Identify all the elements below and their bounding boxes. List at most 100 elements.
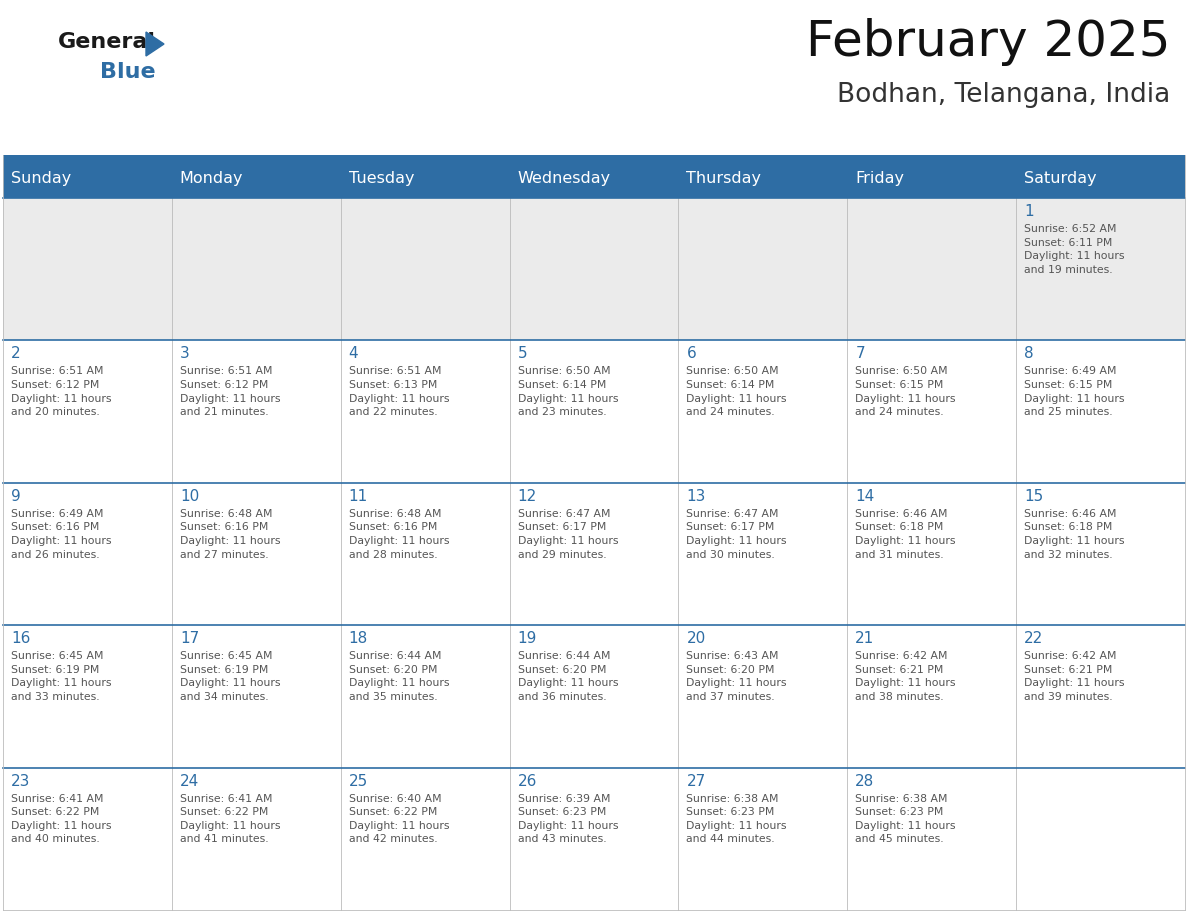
Text: Sunrise: 6:44 AM
Sunset: 6:20 PM
Daylight: 11 hours
and 36 minutes.: Sunrise: 6:44 AM Sunset: 6:20 PM Dayligh… [518, 651, 618, 702]
Bar [510, 625, 678, 767]
Bar [1016, 198, 1184, 341]
Text: 13: 13 [687, 488, 706, 504]
Bar [678, 198, 847, 341]
Text: Sunrise: 6:40 AM
Sunset: 6:22 PM
Daylight: 11 hours
and 42 minutes.: Sunrise: 6:40 AM Sunset: 6:22 PM Dayligh… [349, 793, 449, 845]
Bar [341, 341, 510, 483]
Text: 19: 19 [518, 632, 537, 646]
Text: 15: 15 [1024, 488, 1043, 504]
Text: 23: 23 [11, 774, 31, 789]
Text: 5: 5 [518, 346, 527, 362]
Text: Sunrise: 6:51 AM
Sunset: 6:12 PM
Daylight: 11 hours
and 21 minutes.: Sunrise: 6:51 AM Sunset: 6:12 PM Dayligh… [179, 366, 280, 417]
Bar [510, 341, 678, 483]
Text: General: General [58, 32, 156, 52]
Text: Sunday: Sunday [11, 171, 71, 185]
Text: 24: 24 [179, 774, 200, 789]
Bar [172, 625, 341, 767]
Bar [172, 198, 341, 341]
Bar [678, 625, 847, 767]
Bar [1016, 341, 1184, 483]
Text: Thursday: Thursday [687, 171, 762, 185]
Bar [172, 767, 341, 910]
Text: 18: 18 [349, 632, 368, 646]
Bar [4, 483, 172, 625]
Text: 22: 22 [1024, 632, 1043, 646]
Text: 10: 10 [179, 488, 200, 504]
Text: Sunrise: 6:46 AM
Sunset: 6:18 PM
Daylight: 11 hours
and 32 minutes.: Sunrise: 6:46 AM Sunset: 6:18 PM Dayligh… [1024, 509, 1125, 560]
Bar [4, 155, 1184, 160]
Text: Sunrise: 6:38 AM
Sunset: 6:23 PM
Daylight: 11 hours
and 44 minutes.: Sunrise: 6:38 AM Sunset: 6:23 PM Dayligh… [687, 793, 786, 845]
Text: Bodhan, Telangana, India: Bodhan, Telangana, India [836, 82, 1170, 108]
Bar [678, 767, 847, 910]
Bar [847, 341, 1016, 483]
Bar [847, 625, 1016, 767]
Text: Sunrise: 6:45 AM
Sunset: 6:19 PM
Daylight: 11 hours
and 33 minutes.: Sunrise: 6:45 AM Sunset: 6:19 PM Dayligh… [11, 651, 112, 702]
Bar [341, 625, 510, 767]
Text: Sunrise: 6:48 AM
Sunset: 6:16 PM
Daylight: 11 hours
and 28 minutes.: Sunrise: 6:48 AM Sunset: 6:16 PM Dayligh… [349, 509, 449, 560]
Text: February 2025: February 2025 [805, 18, 1170, 66]
Text: 6: 6 [687, 346, 696, 362]
Text: Sunrise: 6:48 AM
Sunset: 6:16 PM
Daylight: 11 hours
and 27 minutes.: Sunrise: 6:48 AM Sunset: 6:16 PM Dayligh… [179, 509, 280, 560]
Text: Sunrise: 6:42 AM
Sunset: 6:21 PM
Daylight: 11 hours
and 39 minutes.: Sunrise: 6:42 AM Sunset: 6:21 PM Dayligh… [1024, 651, 1125, 702]
Text: Friday: Friday [855, 171, 904, 185]
Text: Sunrise: 6:49 AM
Sunset: 6:15 PM
Daylight: 11 hours
and 25 minutes.: Sunrise: 6:49 AM Sunset: 6:15 PM Dayligh… [1024, 366, 1125, 417]
Text: Sunrise: 6:50 AM
Sunset: 6:14 PM
Daylight: 11 hours
and 23 minutes.: Sunrise: 6:50 AM Sunset: 6:14 PM Dayligh… [518, 366, 618, 417]
Text: Sunrise: 6:50 AM
Sunset: 6:14 PM
Daylight: 11 hours
and 24 minutes.: Sunrise: 6:50 AM Sunset: 6:14 PM Dayligh… [687, 366, 786, 417]
Bar [847, 767, 1016, 910]
Text: Monday: Monday [179, 171, 244, 185]
Text: 1: 1 [1024, 204, 1034, 219]
Text: Sunrise: 6:42 AM
Sunset: 6:21 PM
Daylight: 11 hours
and 38 minutes.: Sunrise: 6:42 AM Sunset: 6:21 PM Dayligh… [855, 651, 956, 702]
Bar [4, 625, 172, 767]
Text: Wednesday: Wednesday [518, 171, 611, 185]
Bar [1016, 483, 1184, 625]
Text: Sunrise: 6:43 AM
Sunset: 6:20 PM
Daylight: 11 hours
and 37 minutes.: Sunrise: 6:43 AM Sunset: 6:20 PM Dayligh… [687, 651, 786, 702]
Text: Sunrise: 6:44 AM
Sunset: 6:20 PM
Daylight: 11 hours
and 35 minutes.: Sunrise: 6:44 AM Sunset: 6:20 PM Dayligh… [349, 651, 449, 702]
Bar [678, 341, 847, 483]
Text: Sunrise: 6:47 AM
Sunset: 6:17 PM
Daylight: 11 hours
and 29 minutes.: Sunrise: 6:47 AM Sunset: 6:17 PM Dayligh… [518, 509, 618, 560]
Text: Sunrise: 6:45 AM
Sunset: 6:19 PM
Daylight: 11 hours
and 34 minutes.: Sunrise: 6:45 AM Sunset: 6:19 PM Dayligh… [179, 651, 280, 702]
Bar [1016, 625, 1184, 767]
Bar [1016, 767, 1184, 910]
Bar [341, 767, 510, 910]
Bar [678, 483, 847, 625]
Text: #1a1a1a: #1a1a1a [58, 51, 64, 52]
Text: 12: 12 [518, 488, 537, 504]
Text: 8: 8 [1024, 346, 1034, 362]
Bar [510, 483, 678, 625]
Text: 9: 9 [11, 488, 20, 504]
Text: Saturday: Saturday [1024, 171, 1097, 185]
Text: 7: 7 [855, 346, 865, 362]
Text: 25: 25 [349, 774, 368, 789]
Text: 3: 3 [179, 346, 190, 362]
Text: 14: 14 [855, 488, 874, 504]
Bar [4, 767, 172, 910]
Bar [341, 198, 510, 341]
Polygon shape [146, 32, 164, 56]
Bar [172, 483, 341, 625]
Text: Sunrise: 6:49 AM
Sunset: 6:16 PM
Daylight: 11 hours
and 26 minutes.: Sunrise: 6:49 AM Sunset: 6:16 PM Dayligh… [11, 509, 112, 560]
Text: Blue: Blue [100, 62, 156, 82]
Bar [4, 198, 172, 341]
Text: 21: 21 [855, 632, 874, 646]
Text: 20: 20 [687, 632, 706, 646]
Text: 27: 27 [687, 774, 706, 789]
Text: 17: 17 [179, 632, 200, 646]
Text: 26: 26 [518, 774, 537, 789]
Text: 16: 16 [11, 632, 31, 646]
Text: Sunrise: 6:41 AM
Sunset: 6:22 PM
Daylight: 11 hours
and 40 minutes.: Sunrise: 6:41 AM Sunset: 6:22 PM Dayligh… [11, 793, 112, 845]
Text: Sunrise: 6:50 AM
Sunset: 6:15 PM
Daylight: 11 hours
and 24 minutes.: Sunrise: 6:50 AM Sunset: 6:15 PM Dayligh… [855, 366, 956, 417]
Text: 2: 2 [11, 346, 20, 362]
Text: Sunrise: 6:51 AM
Sunset: 6:12 PM
Daylight: 11 hours
and 20 minutes.: Sunrise: 6:51 AM Sunset: 6:12 PM Dayligh… [11, 366, 112, 417]
Text: Sunrise: 6:47 AM
Sunset: 6:17 PM
Daylight: 11 hours
and 30 minutes.: Sunrise: 6:47 AM Sunset: 6:17 PM Dayligh… [687, 509, 786, 560]
Text: Tuesday: Tuesday [349, 171, 415, 185]
Text: Sunrise: 6:52 AM
Sunset: 6:11 PM
Daylight: 11 hours
and 19 minutes.: Sunrise: 6:52 AM Sunset: 6:11 PM Dayligh… [1024, 224, 1125, 274]
Bar [847, 198, 1016, 341]
Bar [847, 483, 1016, 625]
Bar [4, 341, 172, 483]
Text: Sunrise: 6:38 AM
Sunset: 6:23 PM
Daylight: 11 hours
and 45 minutes.: Sunrise: 6:38 AM Sunset: 6:23 PM Dayligh… [855, 793, 956, 845]
Bar [172, 341, 341, 483]
Bar [510, 767, 678, 910]
Text: Sunrise: 6:46 AM
Sunset: 6:18 PM
Daylight: 11 hours
and 31 minutes.: Sunrise: 6:46 AM Sunset: 6:18 PM Dayligh… [855, 509, 956, 560]
Bar [510, 198, 678, 341]
Text: 11: 11 [349, 488, 368, 504]
Text: 28: 28 [855, 774, 874, 789]
